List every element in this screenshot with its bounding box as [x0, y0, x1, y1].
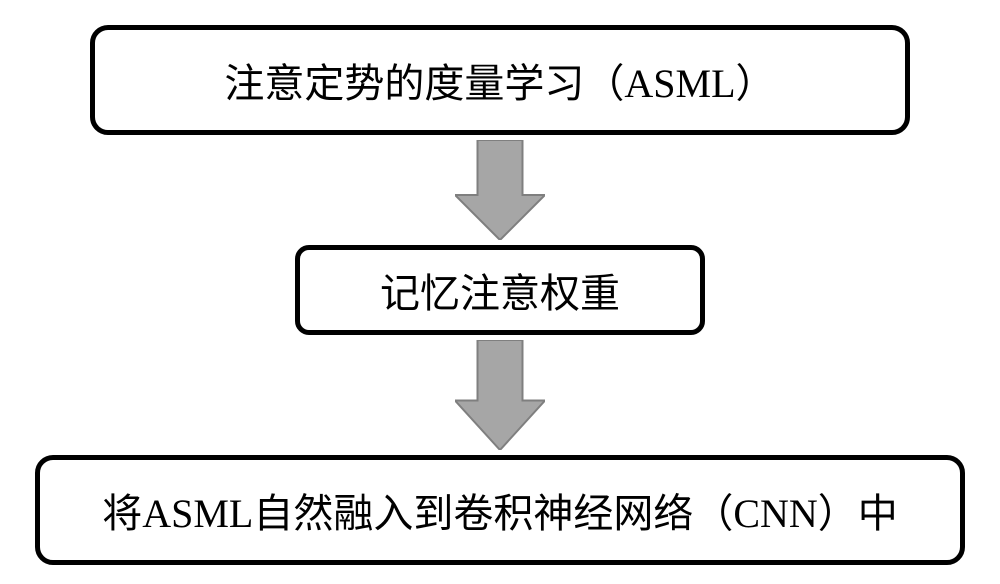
flow-box-asml: 注意定势的度量学习（ASML） [90, 25, 910, 135]
flow-box-memory-weights: 记忆注意权重 [295, 245, 705, 335]
flow-box-label: 将ASML自然融入到卷积神经网络（CNN）中 [102, 481, 898, 539]
down-arrow-icon [455, 140, 545, 240]
flow-box-label: 记忆注意权重 [380, 261, 620, 319]
flowchart-canvas: 注意定势的度量学习（ASML） 记忆注意权重 将ASML自然融入到卷积神经网络（… [0, 0, 1000, 584]
down-arrow-icon [455, 340, 545, 450]
flow-box-cnn: 将ASML自然融入到卷积神经网络（CNN）中 [35, 455, 965, 565]
flow-box-label: 注意定势的度量学习（ASML） [224, 51, 775, 109]
